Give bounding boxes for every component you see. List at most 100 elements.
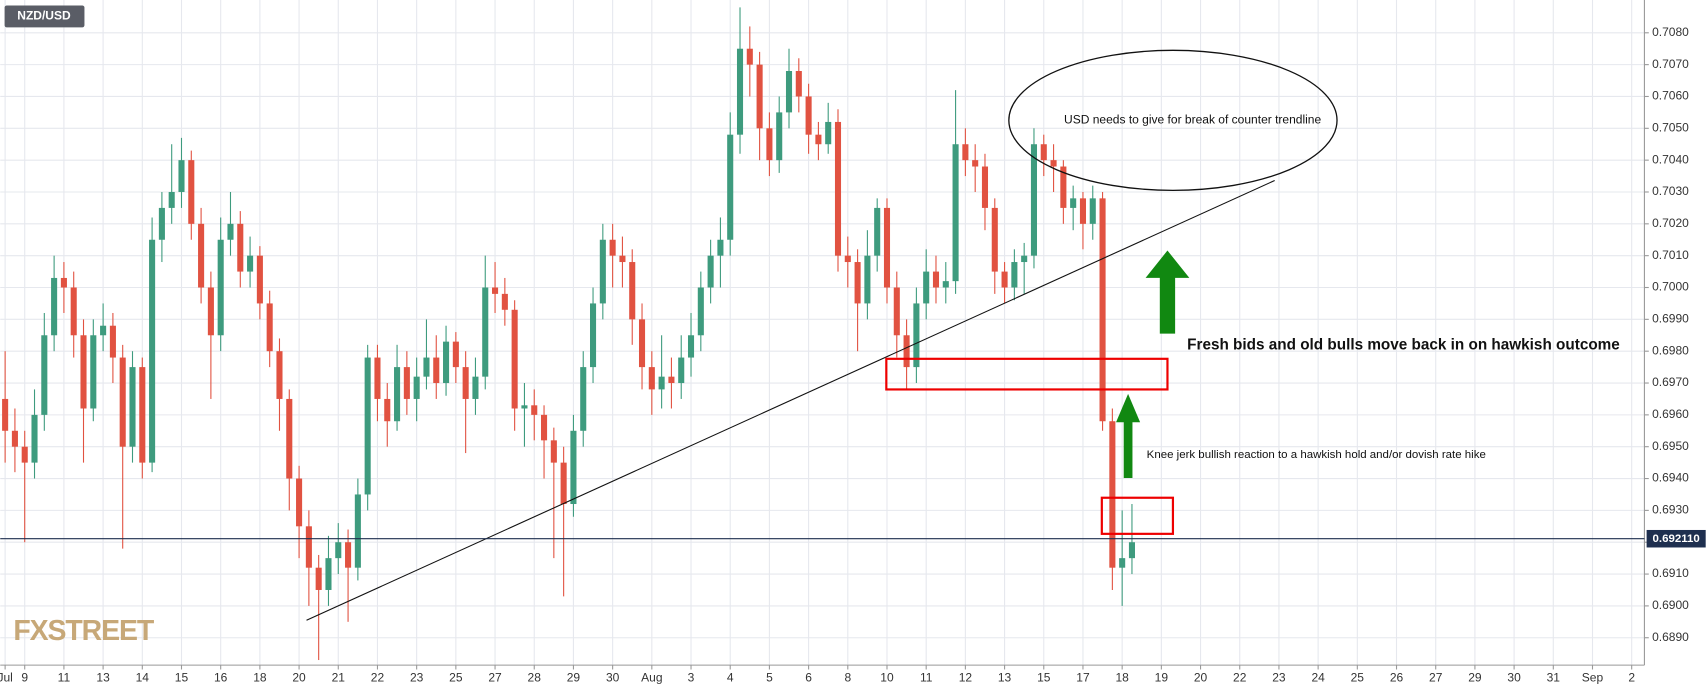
y-tick-label: 0.7070 [1652, 57, 1689, 71]
candle-body [374, 357, 381, 399]
candle-body [168, 191, 175, 208]
x-tick-label: 27 [1429, 670, 1443, 684]
x-tick-label: 17 [1076, 670, 1090, 684]
candle-body [864, 255, 871, 304]
candle-body [511, 309, 518, 409]
candle-body [658, 376, 665, 390]
candle-body [668, 376, 675, 384]
x-tick-label: Jul [0, 670, 13, 684]
candle-body [394, 367, 401, 422]
candle-body [825, 121, 832, 145]
x-tick-label: 26 [1390, 670, 1404, 684]
candle-body [697, 287, 704, 336]
trendline [306, 180, 1275, 621]
candle-body [364, 357, 371, 495]
candle-body [932, 271, 940, 288]
candle-body [854, 262, 861, 304]
x-tick-label: 14 [136, 670, 150, 684]
x-tick-label: 25 [449, 670, 463, 684]
x-tick-label: 30 [1507, 670, 1521, 684]
candle-body [149, 239, 156, 463]
y-tick-label: 0.7060 [1652, 89, 1689, 103]
candle-body [2, 398, 9, 431]
candle-body [403, 367, 410, 399]
candle-body [482, 287, 489, 377]
candle-body [756, 64, 763, 129]
arrow-up [1116, 393, 1141, 479]
candle-body [413, 376, 420, 399]
candle-body [443, 341, 450, 384]
candle-body [903, 335, 910, 368]
candle-body [462, 367, 469, 399]
candle-body [736, 48, 744, 135]
x-tick-label: 27 [488, 670, 502, 684]
candle-body [629, 262, 636, 320]
x-tick-label: 13 [96, 670, 110, 684]
zone-box [885, 357, 1169, 391]
candle-body [188, 160, 195, 224]
candle-body [198, 223, 205, 288]
candle-body [883, 207, 891, 288]
x-tick-label: 18 [253, 670, 267, 684]
candle-body [492, 287, 499, 294]
candle-body [41, 335, 48, 415]
x-tick-label: 24 [1311, 670, 1325, 684]
y-tick-label: 0.6910 [1652, 566, 1689, 580]
candle-body [207, 287, 214, 336]
x-tick-label: 9 [21, 670, 28, 684]
candle-body [805, 96, 812, 135]
candle-body [80, 335, 87, 409]
last-price-label: 0.692110 [1653, 533, 1700, 545]
candle-body [452, 341, 459, 368]
candle-body [296, 478, 303, 527]
x-tick-label: 23 [410, 670, 424, 684]
candle-body [638, 319, 646, 368]
annotation: Fresh bids and old bulls move back in on… [1187, 337, 1620, 354]
candle-body [325, 558, 332, 590]
y-tick-label: 0.6940 [1652, 471, 1689, 485]
candle-body [962, 144, 969, 161]
candle-body [119, 357, 126, 447]
x-tick-label: 20 [292, 670, 306, 684]
y-tick-label: 0.6930 [1652, 503, 1689, 517]
candle-body [717, 239, 724, 256]
candle-body [129, 367, 136, 447]
candle-body [1011, 262, 1018, 288]
x-tick-label: 29 [567, 670, 581, 684]
candle-body [90, 335, 97, 409]
candle-body [21, 446, 28, 463]
x-tick-label: 10 [880, 670, 894, 684]
candle-body [991, 207, 998, 272]
x-tick-label: 15 [1037, 670, 1051, 684]
candle-body [1079, 198, 1087, 224]
y-tick-label: 0.6990 [1652, 312, 1689, 326]
candle-body [785, 71, 793, 113]
candle-body [501, 293, 508, 310]
candle-body [354, 494, 361, 568]
y-tick-label: 0.6960 [1652, 407, 1689, 421]
candle-body [687, 335, 695, 358]
candle-body [1060, 166, 1067, 208]
x-tick-label: 30 [606, 670, 620, 684]
candle-body [109, 325, 116, 358]
candle-body [599, 239, 606, 304]
candle-body [1040, 144, 1047, 161]
candle-body [1001, 271, 1008, 288]
candle-body [60, 277, 67, 288]
candle-body [1119, 558, 1126, 568]
symbol: NZD/USD [17, 9, 71, 23]
x-tick-label: 4 [727, 670, 734, 684]
x-tick-label: 8 [844, 670, 851, 684]
candle-body [217, 239, 224, 336]
candle-body [423, 357, 430, 377]
x-tick-label: 28 [528, 670, 542, 684]
candle-body [227, 223, 234, 240]
candle-body [1099, 198, 1106, 422]
candle-body [1128, 542, 1135, 559]
candle-body [1070, 198, 1077, 208]
candle-body [384, 398, 391, 422]
candle-body [834, 121, 842, 256]
candle-body [570, 430, 577, 505]
candle-body [874, 207, 881, 256]
